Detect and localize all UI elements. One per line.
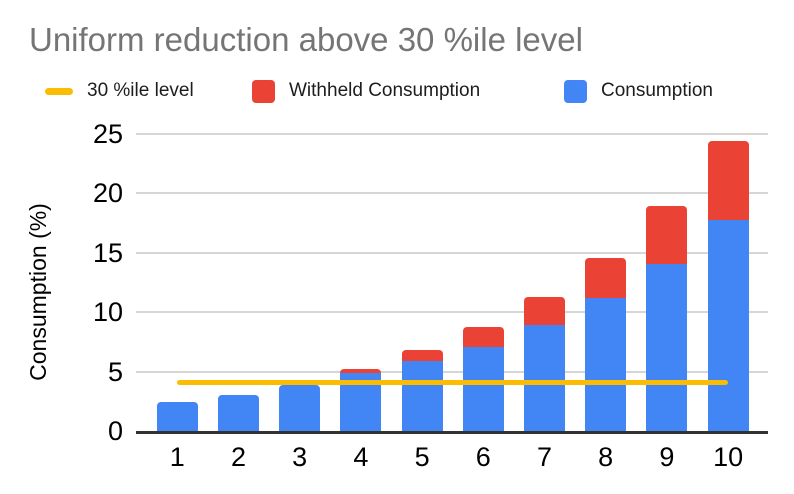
gridline [136,370,768,373]
y-tick-label: 5 [107,356,123,387]
bar-segment-withheld [707,140,749,221]
legend-label-threshold: 30 %ile level [87,80,194,101]
x-tick-label: 5 [414,442,430,472]
x-tick-label: 2 [230,442,247,472]
gridline [136,192,768,194]
bar-segment-consumption [585,297,627,431]
y-tick-label: 0 [107,416,123,446]
legend: 30 %ile level Withheld Consumption Consu… [0,78,794,108]
x-tick-label: 7 [536,442,553,472]
x-tick-label: 6 [475,442,491,472]
gridline [136,251,768,254]
bar-segment-consumption [462,346,504,431]
x-tick-label: 1 [169,442,185,472]
bar-segment-consumption [218,395,259,431]
consumption-swatch-icon [564,79,587,103]
x-tick-label: 9 [659,442,675,472]
bar-segment-withheld [462,327,504,347]
bar-segment-consumption [156,402,198,431]
bar-segment-withheld [646,206,688,265]
legend-item-withheld: Withheld Consumption [252,78,480,104]
x-tick-label: 10 [713,442,744,472]
gridline [136,311,768,313]
legend-label-consumption: Consumption [601,80,713,101]
chart-title: Uniform reduction above 30 %ile level [29,21,583,58]
y-tick-label: 10 [92,297,123,327]
bar-segment-consumption [279,384,321,431]
y-tick-label: 25 [92,118,123,149]
bar-segment-withheld [524,297,565,326]
bar-segment-consumption [524,325,565,431]
x-tick-label: 8 [598,442,614,472]
gridline [136,132,768,135]
x-tick-label: 3 [292,442,308,472]
bar-segment-consumption [707,220,749,431]
x-axis-line [136,431,768,434]
x-tick-label: 4 [353,442,369,472]
bar-segment-consumption [646,264,688,431]
legend-item-consumption: Consumption [564,78,713,104]
y-tick-label: 15 [92,237,123,268]
bar-segment-consumption [401,360,443,431]
y-tick-label: 20 [92,178,123,208]
threshold-line-swatch-icon [45,87,73,95]
withheld-swatch-icon [252,79,275,103]
bar-segment-withheld [340,368,382,374]
legend-label-withheld: Withheld Consumption [289,80,481,101]
threshold-line [177,379,729,385]
bar-segment-withheld [585,258,627,298]
bar-segment-withheld [401,350,443,361]
legend-item-threshold: 30 %ile level [45,78,194,104]
